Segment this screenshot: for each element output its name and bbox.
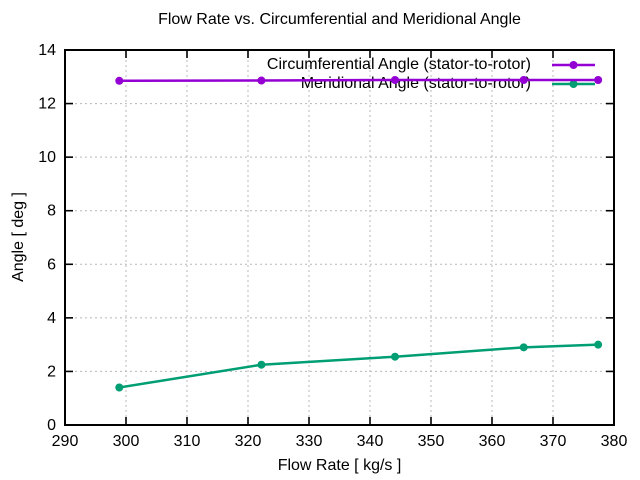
plot-frame bbox=[64, 49, 615, 426]
y-tick-label: 14 bbox=[38, 42, 56, 59]
x-tick-label: 350 bbox=[418, 433, 445, 450]
x-tick-label: 360 bbox=[479, 433, 506, 450]
x-tick-label: 310 bbox=[174, 433, 201, 450]
y-tick-label: 8 bbox=[47, 203, 56, 220]
legend-item-circumferential-angle: Circumferential Angle (stator-to-rotor) bbox=[0, 55, 596, 74]
x-tick-label: 340 bbox=[357, 433, 384, 450]
x-tick-label: 320 bbox=[235, 433, 262, 450]
legend-label-circumferential: Circumferential Angle (stator-to-rotor) bbox=[266, 55, 531, 73]
y-axis-label: Angle [ deg ] bbox=[10, 192, 27, 282]
chart-title: Flow Rate vs. Circumferential and Meridi… bbox=[158, 11, 521, 28]
x-axis-label: Flow Rate [ kg/s ] bbox=[277, 457, 402, 474]
y-tick-label: 2 bbox=[47, 363, 56, 380]
y-tick-label: 4 bbox=[47, 310, 56, 327]
legend-sample-meridional bbox=[552, 79, 595, 88]
legend-label-meridional: Meridional Angle (stator-to-rotor) bbox=[300, 74, 531, 92]
x-tick-label: 330 bbox=[296, 433, 323, 450]
legend-item-meridional-angle: Meridional Angle (stator-to-rotor) bbox=[0, 74, 596, 93]
x-tick-label: 370 bbox=[540, 433, 567, 450]
x-tick-label: 290 bbox=[52, 433, 79, 450]
x-tick-label: 380 bbox=[601, 433, 628, 450]
legend-sample-marker bbox=[569, 79, 578, 88]
x-tick-label: 300 bbox=[113, 433, 140, 450]
y-tick-label: 12 bbox=[38, 96, 56, 113]
legend: Circumferential Angle (stator-to-rotor) … bbox=[0, 55, 596, 93]
y-tick-label: 6 bbox=[47, 256, 56, 273]
y-tick-label: 10 bbox=[38, 149, 56, 166]
legend-sample-circumferential bbox=[552, 60, 595, 69]
legend-sample-marker bbox=[569, 60, 578, 69]
y-tick-label: 0 bbox=[47, 417, 56, 434]
